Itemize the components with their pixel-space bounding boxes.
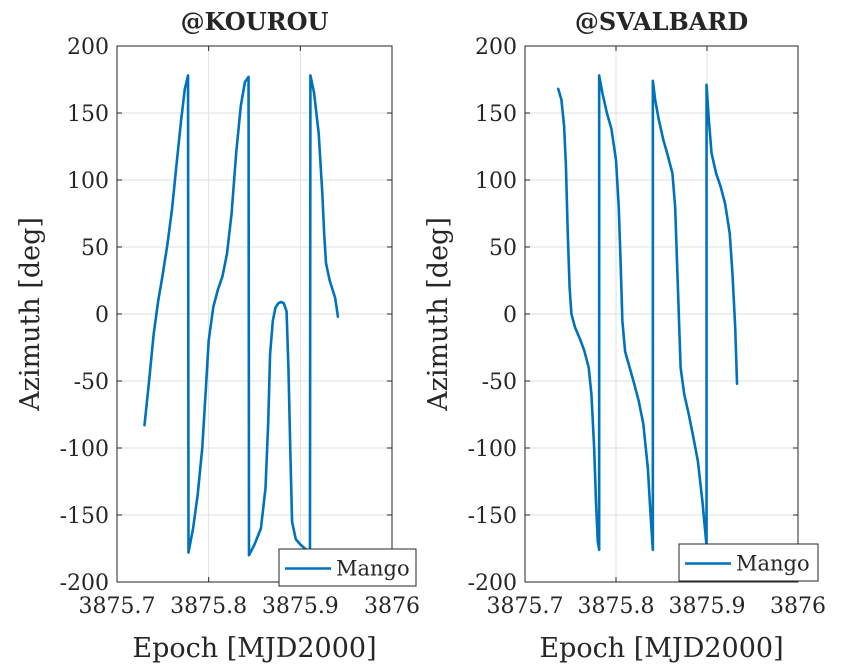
subplot-2: 3875.7 3875.8 3875.9 3876 200 150 100 50 0 -50 -10… — [423, 7, 826, 664]
y-tick-label: -200 — [60, 571, 109, 596]
x-tick-label: 3875.7 — [79, 594, 156, 619]
grid — [116, 45, 393, 583]
y-tick-label: 50 — [489, 236, 517, 261]
y-axis-label: Azimuth [deg] — [423, 217, 454, 412]
x-axis-label: Epoch [MJD2000] — [132, 633, 376, 664]
y-tick-label: 200 — [67, 35, 109, 60]
legend: Mango — [678, 543, 819, 582]
y-tick-label: -150 — [60, 504, 109, 529]
legend-label: Mango — [336, 557, 410, 581]
subplot-1: 3875.7 3875.8 3875.9 3876 200 150 100 50 0 -50 -10… — [15, 7, 420, 664]
y-tick-label: 150 — [475, 102, 517, 127]
series-line — [143, 74, 340, 557]
y-tick-label: 0 — [95, 303, 109, 328]
y-tick-label: -100 — [60, 437, 109, 462]
y-tick-label: -50 — [482, 370, 517, 395]
chart-title: @KOUROU — [181, 7, 329, 36]
series-1 — [556, 74, 739, 552]
y-tick-label: 50 — [81, 236, 109, 261]
y-tick-label: 0 — [503, 303, 517, 328]
chart-title: @SVALBARD — [575, 7, 748, 36]
legend: Mango — [278, 548, 417, 587]
x-axis-label: Epoch [MJD2000] — [539, 633, 783, 664]
x-tick-label: 3875.7 — [487, 594, 564, 619]
y-tick-label: 200 — [475, 35, 517, 60]
y-tick-label: -50 — [74, 370, 109, 395]
x-tick-label: 3875.9 — [669, 594, 746, 619]
y-tick-label: -200 — [468, 571, 517, 596]
y-tick-label: 100 — [67, 169, 109, 194]
y-tick-label: 100 — [475, 169, 517, 194]
y-axis-label: Azimuth [deg] — [15, 217, 46, 412]
y-tick-label: -100 — [468, 437, 517, 462]
series-1 — [143, 74, 340, 557]
series-line — [556, 74, 739, 552]
x-tick-label: 3876 — [364, 594, 420, 619]
subplots: 3875.7 3875.8 3875.9 3876 200 150 100 50 0 -50 -10… — [15, 7, 826, 664]
x-tick-label: 3876 — [770, 594, 826, 619]
y-tick-label: -150 — [468, 504, 517, 529]
y-tick-label: 150 — [67, 102, 109, 127]
x-tick-label: 3875.8 — [578, 594, 655, 619]
legend-label: Mango — [736, 552, 810, 576]
x-tick-label: 3875.9 — [262, 594, 339, 619]
x-tick-label: 3875.8 — [170, 594, 247, 619]
